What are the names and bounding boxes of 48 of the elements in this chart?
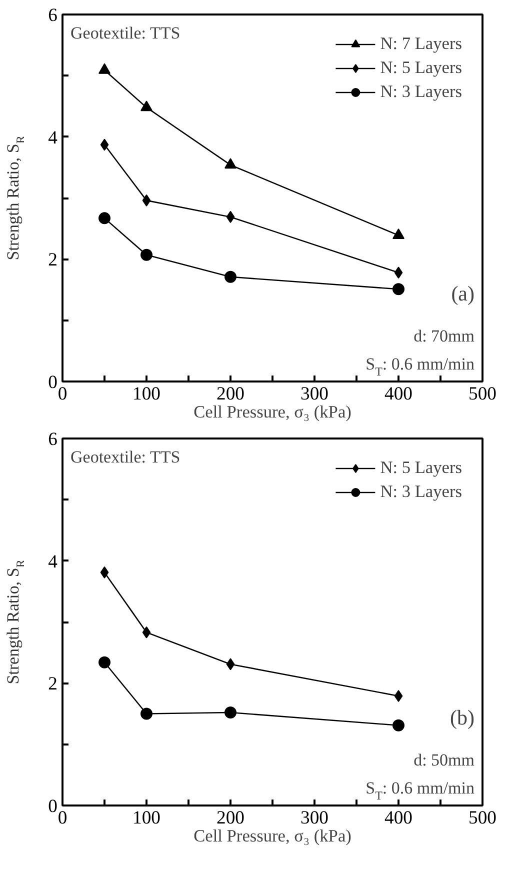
point bbox=[226, 658, 235, 670]
point bbox=[142, 626, 151, 638]
point bbox=[140, 248, 152, 261]
x-tick-label: 500 bbox=[468, 808, 496, 828]
x-axis-title: Cell Pressure, σ₃ (kPa) bbox=[194, 402, 352, 422]
x-tick-label: 400 bbox=[384, 808, 412, 828]
x-tick-label: 200 bbox=[216, 808, 244, 828]
x-tick-label: 300 bbox=[300, 808, 328, 828]
y-tick-label: 2 bbox=[48, 674, 58, 695]
point bbox=[100, 566, 109, 578]
legend-label: N: 7 Layers bbox=[380, 34, 462, 54]
annotation: d: 50mm bbox=[414, 750, 474, 770]
point bbox=[224, 270, 236, 283]
y-tick-label: 6 bbox=[48, 429, 58, 450]
point bbox=[392, 283, 404, 296]
annotation: Geotextile: TTS bbox=[70, 24, 180, 42]
point bbox=[392, 719, 404, 732]
annotation: (a) bbox=[451, 282, 475, 306]
x-tick-label: 100 bbox=[132, 384, 160, 404]
legend-label: N: 5 Layers bbox=[380, 58, 462, 78]
y-tick-label: 2 bbox=[48, 250, 58, 271]
x-tick-label: 400 bbox=[384, 384, 412, 404]
point bbox=[140, 100, 152, 112]
x-tick-label: 100 bbox=[132, 808, 160, 828]
x-tick-label: 200 bbox=[216, 384, 244, 404]
y-tick-label: 6 bbox=[48, 5, 58, 26]
x-tick-label: 500 bbox=[468, 384, 496, 404]
legend-label: N: 3 Layers bbox=[380, 482, 462, 502]
y-tick-label: 4 bbox=[48, 127, 58, 148]
point bbox=[394, 690, 403, 702]
point bbox=[98, 212, 110, 224]
y-tick-label: 4 bbox=[48, 551, 58, 572]
x-axis-title: Cell Pressure, σ₃ (kPa) bbox=[194, 826, 352, 846]
point bbox=[140, 708, 152, 720]
point bbox=[224, 706, 236, 719]
point bbox=[226, 210, 235, 223]
annotation: (b) bbox=[450, 706, 475, 730]
point bbox=[224, 158, 236, 169]
legend-label: N: 5 Layers bbox=[380, 458, 462, 478]
x-tick-label: 300 bbox=[300, 384, 328, 404]
point bbox=[98, 63, 110, 74]
point bbox=[394, 266, 403, 279]
point bbox=[98, 656, 110, 668]
point bbox=[100, 138, 109, 151]
legend-label: N: 3 Layers bbox=[380, 82, 462, 102]
annotation: d: 70mm bbox=[414, 326, 474, 346]
annotation: Geotextile: TTS bbox=[70, 448, 180, 466]
point bbox=[142, 194, 151, 206]
